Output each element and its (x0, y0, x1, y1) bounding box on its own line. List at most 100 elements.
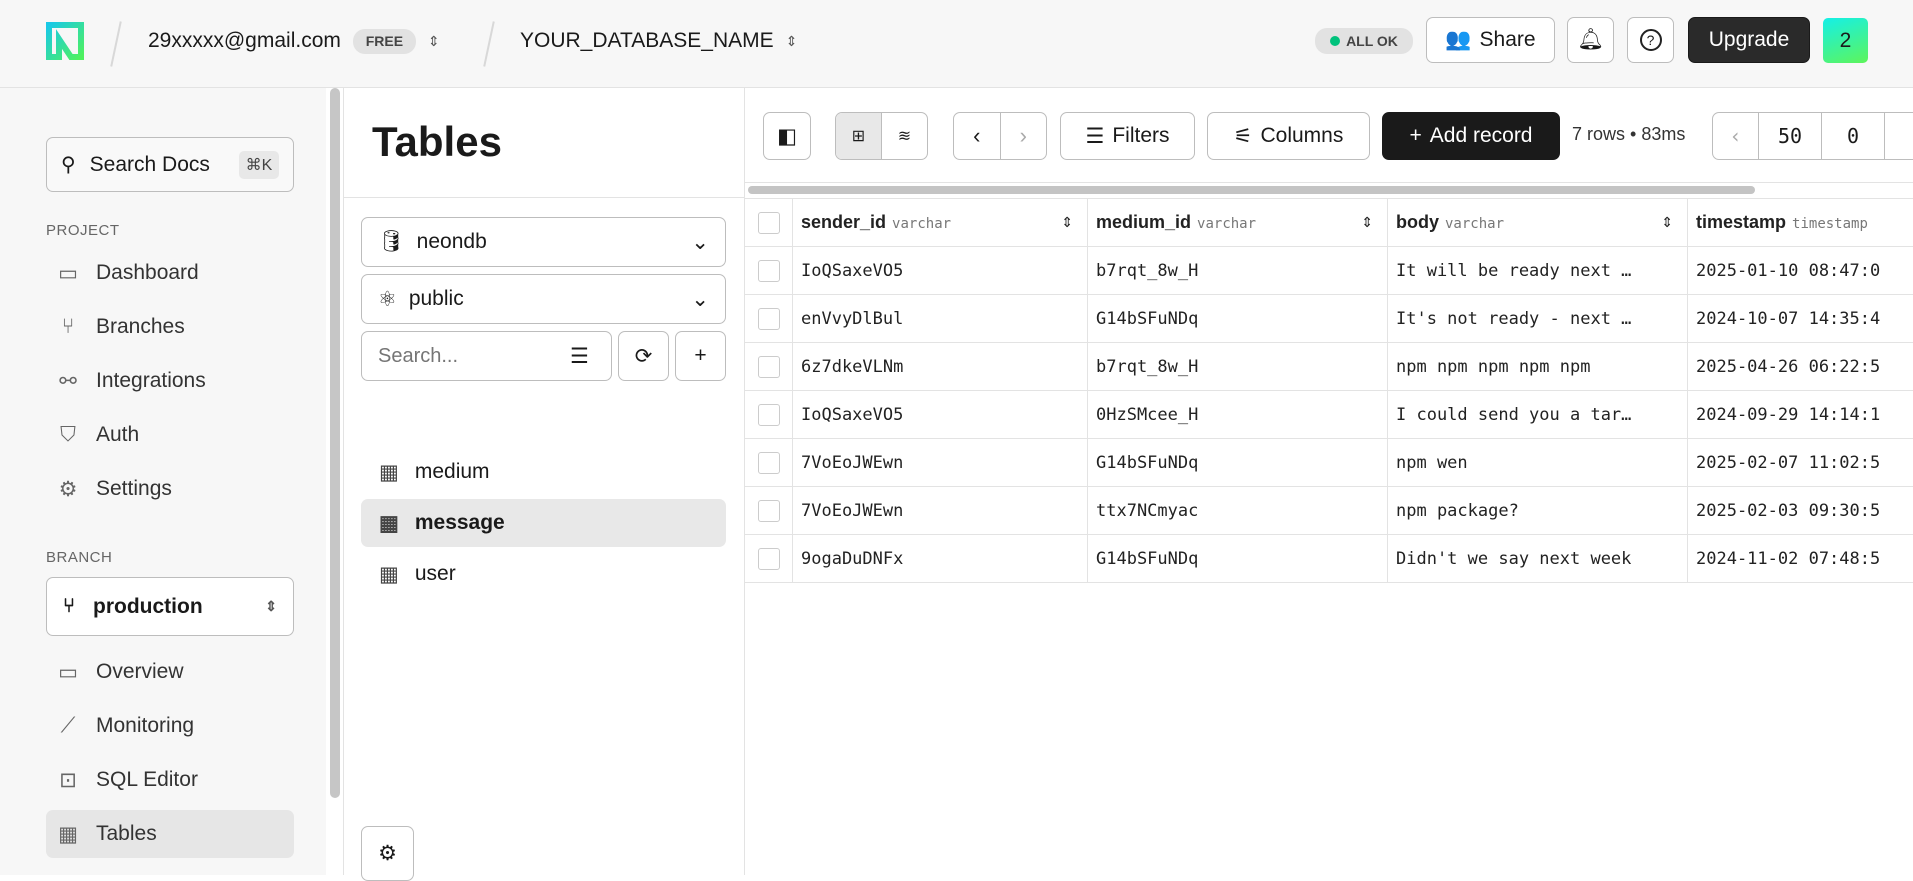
add-table-button[interactable]: + (675, 331, 726, 381)
table-row[interactable]: IoQSaxeVO5 b7rqt_8w_H It will be ready nex… (745, 247, 1913, 295)
column-header[interactable]: timestamp timestamp (1688, 199, 1913, 246)
project-section-label: PROJECT (46, 222, 120, 239)
gear-icon: ⚙ (58, 477, 78, 501)
dashboard-icon: ▭ (58, 261, 78, 285)
prev-page-button[interactable]: ‹ (1713, 113, 1759, 159)
table-row[interactable]: enVvyDlBul G14bSFuNDq It's not ready - nex… (745, 295, 1913, 343)
table-row[interactable]: 7VoEoJWEwn G14bSFuNDq npm wen 2025-02-07 11… (745, 439, 1913, 487)
layers-view-button[interactable]: ≋ (882, 113, 927, 159)
sidebar-item-dashboard[interactable]: ▭ Dashboard (46, 249, 294, 297)
table-search[interactable]: ☰ (361, 331, 612, 381)
table-cell[interactable]: npm package? (1388, 487, 1688, 534)
table-cell[interactable]: npm wen (1388, 439, 1688, 486)
table-cell[interactable]: G14bSFuNDq (1088, 439, 1388, 486)
table-cell[interactable]: I could send you a tar… (1388, 391, 1688, 438)
row-checkbox[interactable] (757, 259, 780, 282)
database-switcher[interactable]: YOUR_DATABASE_NAME ⇕ (520, 26, 797, 56)
horizontal-scrollbar[interactable] (748, 186, 1755, 194)
offset-input[interactable]: 0 (1822, 113, 1885, 159)
chevron-left-icon: ‹ (973, 123, 981, 148)
table-row[interactable]: IoQSaxeVO5 0HzSMcee_H I could send you a t… (745, 391, 1913, 439)
table-cell[interactable]: IoQSaxeVO5 (793, 247, 1088, 294)
filter-icon[interactable]: ☰ (570, 344, 589, 368)
sidebar-item-monitoring[interactable]: ⟋ Monitoring (46, 702, 294, 750)
table-row[interactable]: 6z7dkeVLNm b7rqt_8w_H npm npm npm npm npm 2… (745, 343, 1913, 391)
table-cell[interactable]: Didn't we say next week (1388, 535, 1688, 582)
neon-logo[interactable] (46, 22, 84, 60)
account-switcher[interactable]: 29xxxxx@gmail.com FREE ⇕ (148, 26, 440, 56)
sidebar-item-settings[interactable]: ⚙ Settings (46, 465, 294, 513)
table-cell[interactable]: 2024-10-07 14:35:4 (1696, 308, 1881, 329)
table-search-input[interactable] (378, 344, 558, 368)
table-cell[interactable]: 7VoEoJWEwn (793, 439, 1088, 486)
sort-icon[interactable]: ⇕ (1361, 214, 1373, 230)
notifications-button[interactable]: 🔔︎ (1567, 17, 1614, 63)
branch-selector[interactable]: ⑂ production ⇕ (46, 577, 294, 636)
sidebar-item-label: Dashboard (96, 261, 199, 284)
database-select[interactable]: 🛢︎ neondb ⌄ (361, 217, 726, 267)
table-cell[interactable]: It's not ready - next … (1388, 295, 1688, 342)
toggle-sidebar-button[interactable]: ◧ (763, 112, 811, 160)
row-checkbox[interactable] (757, 499, 780, 522)
table-cell[interactable]: IoQSaxeVO5 (793, 391, 1088, 438)
select-all-checkbox[interactable] (757, 211, 780, 234)
table-cell[interactable]: 2024-11-02 07:48:5 (1696, 548, 1881, 569)
sidebar-item-auth[interactable]: ⛉ Auth (46, 411, 294, 459)
status-badge[interactable]: ALL OK (1315, 28, 1413, 54)
table-cell[interactable]: npm npm npm npm npm (1388, 343, 1688, 390)
sort-icon[interactable]: ⇕ (1661, 214, 1673, 230)
table-cell[interactable]: 2025-01-10 08:47:0 (1696, 260, 1881, 281)
table-cell[interactable]: 2024-09-29 14:14:1 (1696, 404, 1881, 425)
table-list-item[interactable]: ▦ user (361, 550, 726, 598)
table-cell[interactable]: G14bSFuNDq (1088, 295, 1388, 342)
table-row[interactable]: 9ogaDuDNFx G14bSFuNDq Didn't we say next w… (745, 535, 1913, 583)
next-button[interactable]: › (1001, 113, 1047, 159)
table-cell[interactable]: G14bSFuNDq (1088, 535, 1388, 582)
row-checkbox[interactable] (757, 403, 780, 426)
column-header[interactable]: sender_id varchar ⇕ (793, 199, 1088, 246)
sidebar-scrollbar[interactable] (330, 88, 340, 798)
table-cell[interactable]: 2025-02-03 09:30:5 (1696, 500, 1881, 521)
schema-select[interactable]: ⚛ public ⌄ (361, 274, 726, 324)
row-checkbox[interactable] (757, 307, 780, 330)
add-record-button[interactable]: + Add record (1382, 112, 1560, 160)
row-checkbox[interactable] (757, 355, 780, 378)
table-cell[interactable]: 0HzSMcee_H (1088, 391, 1388, 438)
table-cell[interactable]: 2025-04-26 06:22:5 (1696, 356, 1881, 377)
row-checkbox[interactable] (757, 451, 780, 474)
avatar[interactable]: 2 (1823, 18, 1868, 63)
table-list-item[interactable]: ▦ message (361, 499, 726, 547)
upgrade-button[interactable]: Upgrade (1688, 17, 1810, 63)
table-cell[interactable]: 2025-02-07 11:02:5 (1696, 452, 1881, 473)
sidebar-item-overview[interactable]: ▭ Overview (46, 648, 294, 696)
sidebar-item-branches[interactable]: ⑂ Branches (46, 303, 294, 351)
table-cell[interactable]: enVvyDlBul (793, 295, 1088, 342)
sidebar-item-integrations[interactable]: ⚯ Integrations (46, 357, 294, 405)
filters-button[interactable]: ☰ Filters (1060, 112, 1195, 160)
sort-icon[interactable]: ⇕ (1061, 214, 1073, 230)
share-button[interactable]: 👥 Share (1426, 17, 1555, 63)
table-cell[interactable]: 7VoEoJWEwn (793, 487, 1088, 534)
help-button[interactable]: ? (1627, 17, 1674, 63)
table-cell[interactable]: 9ogaDuDNFx (793, 535, 1088, 582)
columns-button[interactable]: ⚟ Columns (1207, 112, 1370, 160)
column-header[interactable]: medium_id varchar ⇕ (1088, 199, 1388, 246)
column-header[interactable]: body varchar ⇕ (1388, 199, 1688, 246)
table-row[interactable]: 7VoEoJWEwn ttx7NCmyac npm package? 2025-02-… (745, 487, 1913, 535)
grid-view-button[interactable]: ⊞ (836, 113, 882, 159)
table-cell[interactable]: b7rqt_8w_H (1088, 343, 1388, 390)
limit-input[interactable]: 50 (1759, 113, 1822, 159)
grid-header-row: sender_id varchar ⇕ medium_id varchar ⇕ body va… (745, 199, 1913, 247)
row-checkbox[interactable] (757, 547, 780, 570)
table-cell[interactable]: b7rqt_8w_H (1088, 247, 1388, 294)
prev-button[interactable]: ‹ (954, 113, 1001, 159)
settings-button[interactable]: ⚙ (361, 826, 414, 881)
sidebar-item-sql-editor[interactable]: ⊡ SQL Editor (46, 756, 294, 804)
table-cell[interactable]: 6z7dkeVLNm (793, 343, 1088, 390)
refresh-button[interactable]: ⟳ (618, 331, 669, 381)
table-cell[interactable]: ttx7NCmyac (1088, 487, 1388, 534)
table-list-item[interactable]: ▦ medium (361, 448, 726, 496)
table-cell[interactable]: It will be ready next … (1388, 247, 1688, 294)
search-docs-button[interactable]: ⚲ Search Docs ⌘K (46, 137, 294, 192)
sidebar-item-tables[interactable]: ▦ Tables (46, 810, 294, 858)
